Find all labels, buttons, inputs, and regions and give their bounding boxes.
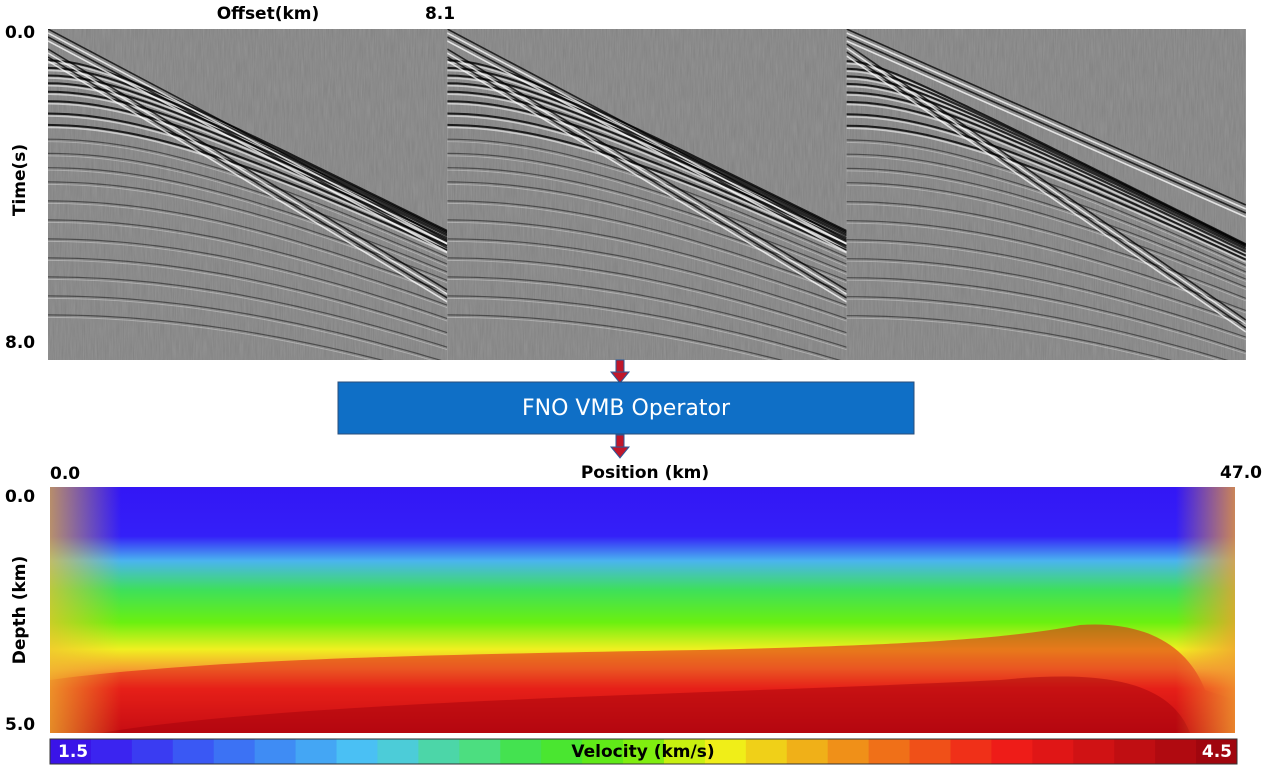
colorbar-swatch [950, 739, 991, 764]
colorbar-min: 1.5 [58, 742, 88, 762]
colorbar-swatch [337, 739, 378, 764]
seismic-panel [447, 29, 846, 380]
seismic-gathers [48, 29, 1246, 384]
colorbar-swatch [1032, 739, 1073, 764]
time-min: 0.0 [5, 23, 35, 43]
colorbar-swatch [500, 739, 541, 764]
colorbar-label: Velocity (km/s) [571, 742, 714, 762]
figure: Offset(km) 8.1 0.0 8.0 Time(s) FNO VMB O… [0, 0, 1265, 766]
offset-max: 8.1 [425, 4, 455, 24]
colorbar-swatch [1114, 739, 1155, 764]
position-label: Position (km) [581, 463, 709, 483]
seismic-panel [48, 29, 447, 380]
colorbar-swatch [459, 739, 500, 764]
position-max: 47.0 [1220, 463, 1262, 483]
colorbar-swatch [1073, 739, 1114, 764]
operator-label: FNO VMB Operator [522, 396, 731, 421]
offset-label: Offset(km) [217, 4, 320, 24]
colorbar-swatch [91, 739, 132, 764]
colorbar-max: 4.5 [1202, 742, 1232, 762]
colorbar-swatch [255, 739, 296, 764]
colorbar-swatch [746, 739, 787, 764]
colorbar-swatch [132, 739, 173, 764]
position-min: 0.0 [50, 464, 80, 484]
colorbar-swatch [869, 739, 910, 764]
velocity-model [50, 487, 1235, 733]
colorbar-swatch [418, 739, 459, 764]
time-label: Time(s) [10, 144, 30, 216]
arrow [611, 360, 629, 383]
arrow [611, 435, 629, 458]
colorbar-swatch [828, 739, 869, 764]
depth-min: 0.0 [5, 487, 35, 507]
colorbar-swatch [910, 739, 951, 764]
colorbar-swatch [991, 739, 1032, 764]
seismic-panel [847, 29, 1246, 384]
colorbar-swatch [1155, 739, 1196, 764]
colorbar-swatch [377, 739, 418, 764]
time-max: 8.0 [5, 333, 35, 353]
depth-max: 5.0 [5, 715, 35, 735]
colorbar-swatch [214, 739, 255, 764]
depth-label: Depth (km) [10, 556, 30, 665]
colorbar-swatch [296, 739, 337, 764]
colorbar-swatch [787, 739, 828, 764]
colorbar-swatch [173, 739, 214, 764]
